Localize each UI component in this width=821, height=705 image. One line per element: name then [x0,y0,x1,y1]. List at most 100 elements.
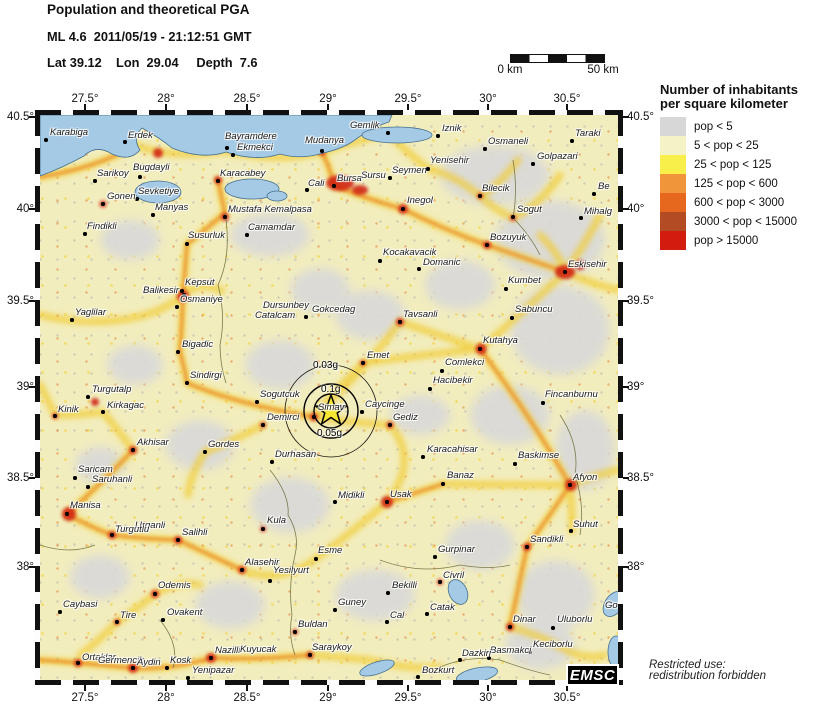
city-label-be: Be [598,181,610,192]
lon-label-bottom: 30.5° [553,692,581,704]
city-dot [185,242,189,246]
city-label-turgutlu: Turgutlu [115,524,150,535]
legend-swatch [660,155,686,174]
legend: Number of inhabitants per square kilomet… [660,83,821,250]
city-label-civril: Civril [443,570,465,581]
city-label-guney: Guney [338,597,366,608]
lat-label-left: 40.5° [7,111,34,123]
city-label-mihalg: Mihalg [584,206,612,217]
lon-tick [327,685,329,691]
road-river-lines [40,159,583,676]
city-label-yenisehir: Yenisehir [430,155,470,166]
lat-label-left: 40° [16,203,34,215]
city-dot [398,320,402,324]
city-label-domanic: Domanic [423,257,461,268]
city-dot [421,455,425,459]
lake-uluabat [224,178,280,200]
city-dot [165,666,169,670]
city-label-germencik: Germencik [98,655,144,666]
city-label-seymen: Seymen [392,165,427,176]
lake-bozkurt [359,659,395,677]
legend-row: pop > 15000 [660,231,821,250]
city-dot [438,580,442,584]
restricted-line1: Restricted use: [649,659,726,671]
city-label-iznik: Iznik [442,123,462,134]
city-dot [138,175,142,179]
city-label-bigadic: Bigadic [182,339,214,350]
city-dot [293,630,297,634]
city-dot [176,350,180,354]
city-label-manisa: Manisa [70,500,101,511]
city-label-bugdayli: Bugdayli [133,162,170,173]
lake-manyas [134,180,182,204]
lat-tick [623,566,629,568]
legend-row: 5 < pop < 25 [660,136,821,155]
city-dot [186,676,190,680]
city-label-gemlik: Gemlik [350,120,380,131]
city-label-yesilyurt: Yesilyurt [273,565,309,576]
city-dot [401,207,405,211]
city-dot [101,410,105,414]
lon-tick [566,104,568,110]
city-dot [508,625,512,629]
lat-label-left: 38.5° [7,472,34,484]
lat-label-right: 38.5° [627,472,654,484]
city-label-cal: Cal [390,610,405,621]
city-dot [570,139,574,143]
city-label-karabiga: Karabiga [50,127,89,138]
city-label-gurpinar: Gurpinar [438,544,475,555]
lon-label-bottom: 28° [157,692,175,704]
city-dot [223,215,227,219]
marmara-sea [40,115,393,177]
lat-label-right: 40° [627,203,645,215]
city-dot [361,361,365,365]
city-dot [83,232,87,236]
city-label-osmaneli: Osmaneli [488,136,529,147]
lat-label-right: 39° [627,381,645,393]
city-label-kosk: Kosk [170,655,192,666]
city-label-sogut: Sogut [517,204,542,215]
lon-tick [407,685,409,691]
city-dot [511,215,515,219]
city-label-midikli: Midikli [338,490,365,501]
lon-tick [165,685,167,691]
emsc-logo: EMSC [566,664,619,686]
lon-tick [84,685,86,691]
city-dot [209,656,213,660]
epicenter-star-icon [315,394,347,425]
city-label-nazilli: Nazilli [215,645,241,656]
map-canvas[interactable]: Karabiga Erdek Bayramdere Ekmekci Mudanya Gem… [40,115,618,680]
city-label-erdek: Erdek [128,130,153,141]
city-label-bozuyuk: Bozuyuk [490,232,527,243]
map-frame-left [35,110,40,685]
city-dot [255,400,259,404]
city-dot [440,369,444,373]
city-label-sevketiye: Sevketiye [138,186,180,197]
restricted-use-note: Restricted use: redistribution forbidden [649,659,766,682]
city-label-odemis: Odemis [158,580,191,591]
lat-tick [623,477,629,479]
city-dot [386,591,390,595]
city-dot [513,462,517,466]
city-label-go: Go [605,600,618,611]
lon-label-top: 28° [157,93,175,105]
lake-acigol [456,666,498,680]
city-label-kuyucak: Kuyucak [240,644,277,655]
city-label-baskimse: Baskimse [518,450,560,461]
city-dot [73,476,77,480]
pga-label: 0.1g [321,384,341,395]
city-label-bursa: Bursa [337,173,362,184]
pga-label: 0.05g [317,428,343,439]
legend-row: 125 < pop < 600 [660,174,821,193]
city-dot [225,146,229,150]
city-label-kinik: Kinik [58,404,79,415]
city-dot [333,608,337,612]
city-label-gordes: Gordes [208,439,240,450]
city-dot [151,213,155,217]
city-label-tavsanli: Tavsanli [403,309,438,320]
city-label-findikli: Findikli [87,221,117,232]
city-label-dinar: Dinar [513,614,536,625]
city-label-yenipazar: Yenipazar [192,665,235,676]
city-dot [592,192,596,196]
city-label-emet: Emet [367,350,390,361]
